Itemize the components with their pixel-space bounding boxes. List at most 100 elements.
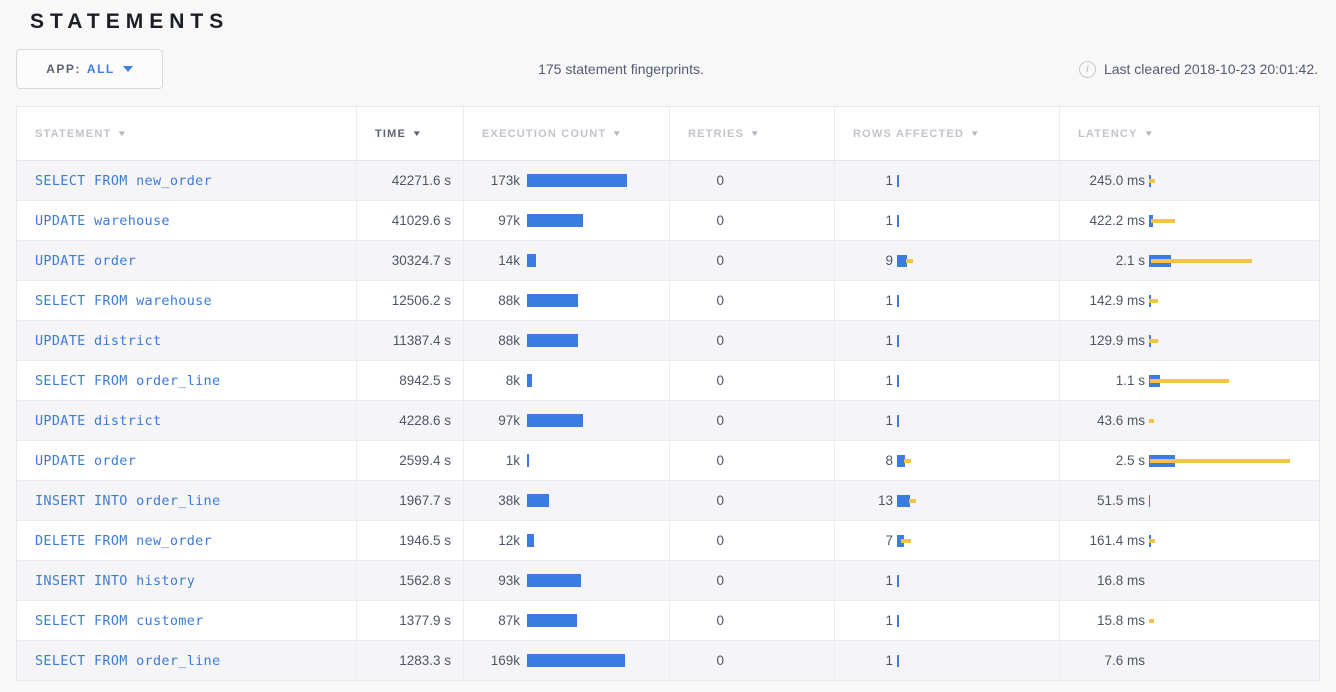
table-row: SELECT FROM warehouse 12506.2 s 88k 0 1 … (17, 281, 1319, 321)
execution-count-value: 14k (498, 253, 520, 268)
latency-value: 142.9 ms (1089, 293, 1145, 308)
table-row: UPDATE district 11387.4 s 88k 0 1 129.9 … (17, 321, 1319, 361)
rows-affected-bar (897, 454, 905, 467)
rows-affected-bar (897, 614, 899, 627)
execution-count-value: 97k (498, 213, 520, 228)
table-row: SELECT FROM order_line 1283.3 s 169k 0 1… (17, 641, 1319, 681)
latency-stddev-bar (1149, 618, 1154, 623)
table-row: INSERT INTO order_line 1967.7 s 38k 0 13… (17, 481, 1319, 521)
execution-count-value: 8k (505, 373, 520, 388)
execution-count-bar (527, 494, 549, 507)
rows-affected-bar (897, 534, 904, 547)
rows-affected-value: 1 (885, 213, 893, 228)
rows-affected-bar (897, 654, 899, 667)
latency-value: 15.8 ms (1096, 613, 1145, 628)
sort-desc-icon: ▼ (611, 129, 624, 138)
rows-affected-bar (897, 414, 899, 427)
execution-count-value: 173k (490, 173, 520, 188)
latency-stddev-bar (1149, 178, 1155, 183)
column-header-retries[interactable]: RETRIES ▼ (670, 107, 835, 160)
statement-link[interactable]: SELECT FROM new_order (35, 172, 212, 189)
table-row: UPDATE district 4228.6 s 97k 0 1 43.6 ms (17, 401, 1319, 441)
column-header-time[interactable]: TIME ▼ (357, 107, 464, 160)
statement-link[interactable]: SELECT FROM customer (35, 612, 204, 629)
retries-value: 0 (716, 173, 724, 188)
rows-affected-value: 1 (885, 173, 893, 188)
info-icon[interactable]: i (1078, 60, 1096, 78)
column-header-statement[interactable]: STATEMENT ▼ (17, 107, 357, 160)
execution-count-value: 87k (498, 613, 520, 628)
sort-desc-icon: ▼ (1143, 129, 1156, 138)
statement-link[interactable]: INSERT INTO order_line (35, 492, 221, 509)
app-filter-label: APP: (46, 62, 81, 76)
time-value: 11387.4 s (357, 321, 464, 360)
latency-value: 1.1 s (1115, 373, 1145, 388)
table-row: UPDATE order 2599.4 s 1k 0 8 2.5 s (17, 441, 1319, 481)
rows-affected-stddev-bar (901, 538, 911, 543)
rows-affected-stddev-bar (904, 458, 911, 463)
retries-value: 0 (716, 293, 724, 308)
time-value: 4228.6 s (357, 401, 464, 440)
rows-affected-value: 1 (885, 613, 893, 628)
sort-desc-icon: ▼ (411, 129, 424, 138)
column-header-rows-affected[interactable]: ROWS AFFECTED ▼ (835, 107, 1060, 160)
statement-link[interactable]: UPDATE district (35, 412, 162, 429)
statement-link[interactable]: UPDATE warehouse (35, 212, 170, 229)
latency-value: 43.6 ms (1096, 413, 1145, 428)
latency-value: 51.5 ms (1096, 493, 1145, 508)
execution-count-bar (527, 374, 532, 387)
rows-affected-bar (897, 294, 899, 307)
retries-value: 0 (716, 333, 724, 348)
statement-link[interactable]: UPDATE order (35, 452, 137, 469)
execution-count-bar (527, 214, 583, 227)
rows-affected-bar (897, 334, 899, 347)
time-value: 12506.2 s (357, 281, 464, 320)
statements-table: STATEMENT ▼ TIME ▼ EXECUTION COUNT ▼ RET… (16, 106, 1320, 681)
app-filter-dropdown[interactable]: APP: ALL (16, 49, 163, 89)
execution-count-value: 88k (498, 293, 520, 308)
execution-count-value: 1k (505, 453, 520, 468)
latency-stddev-bar (1149, 338, 1158, 343)
rows-affected-value: 8 (885, 453, 893, 468)
table-body: SELECT FROM new_order 42271.6 s 173k 0 1… (17, 161, 1319, 681)
latency-value: 2.5 s (1115, 453, 1145, 468)
table-row: UPDATE warehouse 41029.6 s 97k 0 1 422.2… (17, 201, 1319, 241)
retries-value: 0 (716, 413, 724, 428)
rows-affected-value: 7 (885, 533, 893, 548)
table-row: UPDATE order 30324.7 s 14k 0 9 2.1 s (17, 241, 1319, 281)
statement-link[interactable]: INSERT INTO history (35, 572, 196, 589)
latency-value: 161.4 ms (1089, 533, 1145, 548)
sort-desc-icon: ▼ (749, 129, 762, 138)
execution-count-bar (527, 414, 583, 427)
latency-stddev-bar (1150, 458, 1290, 463)
table-row: INSERT INTO history 1562.8 s 93k 0 1 16.… (17, 561, 1319, 601)
statement-link[interactable]: SELECT FROM warehouse (35, 292, 212, 309)
table-row: SELECT FROM new_order 42271.6 s 173k 0 1… (17, 161, 1319, 201)
table-row: DELETE FROM new_order 1946.5 s 12k 0 7 1… (17, 521, 1319, 561)
execution-count-bar (527, 174, 627, 187)
toolbar: APP: ALL 175 statement fingerprints. i L… (16, 48, 1320, 90)
column-header-latency[interactable]: LATENCY ▼ (1078, 127, 1156, 140)
retries-value: 0 (716, 613, 724, 628)
time-value: 1377.9 s (357, 601, 464, 640)
statement-link[interactable]: UPDATE district (35, 332, 162, 349)
statement-link[interactable]: UPDATE order (35, 252, 137, 269)
statement-link[interactable]: DELETE FROM new_order (35, 532, 212, 549)
rows-affected-bar (897, 494, 910, 507)
execution-count-value: 88k (498, 333, 520, 348)
time-value: 8942.5 s (357, 361, 464, 400)
rows-affected-bar (897, 214, 899, 227)
execution-count-value: 169k (490, 653, 520, 668)
execution-count-value: 97k (498, 413, 520, 428)
latency-value: 129.9 ms (1089, 333, 1145, 348)
statement-link[interactable]: SELECT FROM order_line (35, 652, 221, 669)
execution-count-bar (527, 254, 536, 267)
rows-affected-stddev-bar (909, 498, 916, 503)
statement-link[interactable]: SELECT FROM order_line (35, 372, 221, 389)
execution-count-value: 38k (498, 493, 520, 508)
time-value: 42271.6 s (357, 161, 464, 200)
latency-stddev-bar (1149, 418, 1154, 423)
rows-affected-value: 1 (885, 373, 893, 388)
column-header-execution-count[interactable]: EXECUTION COUNT ▼ (464, 107, 670, 160)
retries-value: 0 (716, 253, 724, 268)
